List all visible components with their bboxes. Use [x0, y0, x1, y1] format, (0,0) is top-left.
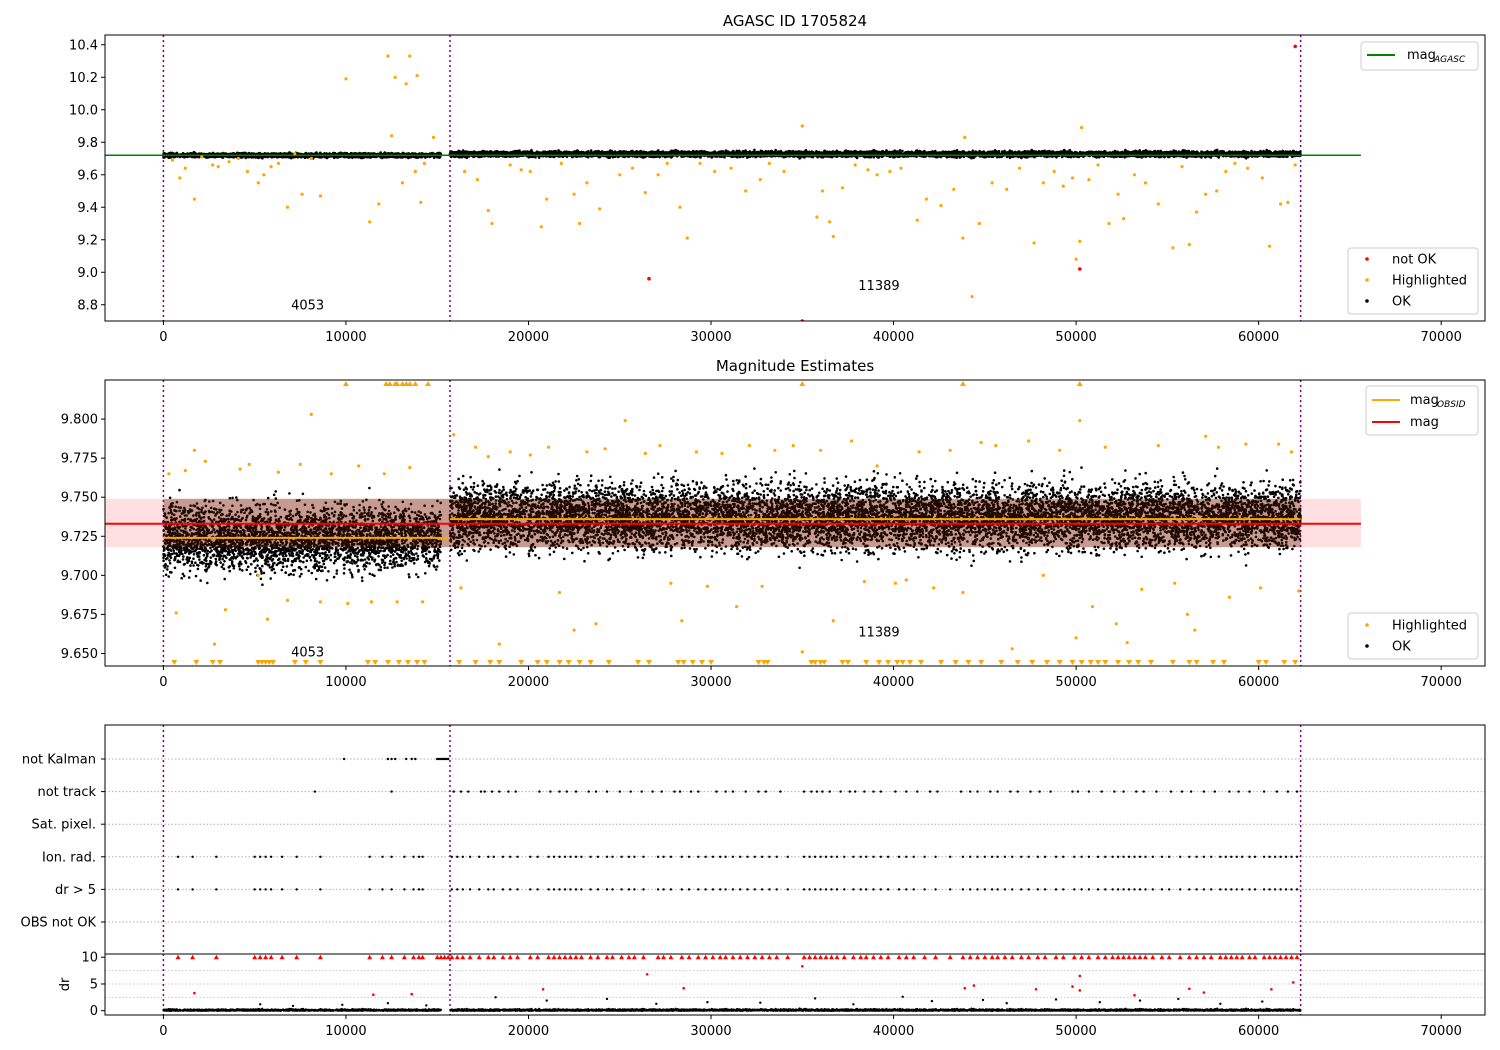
- ok-point: [1181, 149, 1185, 152]
- ok-point: [288, 151, 292, 155]
- ok-point: [971, 149, 975, 153]
- ok-point: [430, 152, 434, 155]
- ok-point: [372, 152, 376, 155]
- ok-point: [339, 151, 343, 155]
- ok-point: [346, 155, 349, 159]
- ok-point: [315, 151, 318, 154]
- ok-point: [436, 152, 440, 155]
- ok-point: [354, 155, 358, 159]
- ok-point: [212, 155, 215, 159]
- ok-point: [530, 148, 533, 152]
- ok-point: [252, 152, 256, 155]
- ok-point: [432, 156, 436, 159]
- ok-point: [255, 156, 259, 159]
- ok-point: [381, 156, 384, 160]
- ok-point: [281, 155, 284, 159]
- ok-point: [342, 155, 346, 159]
- ok-point: [211, 152, 214, 155]
- ok-point: [970, 156, 973, 160]
- ok-series: [162, 148, 1302, 160]
- ok-point: [898, 149, 902, 152]
- ok-point: [901, 149, 904, 153]
- ok-point: [318, 151, 322, 155]
- ok-point: [252, 155, 255, 159]
- ok-point: [208, 152, 211, 155]
- plot-area-agasc: [105, 35, 1361, 321]
- ok-point: [428, 152, 432, 155]
- ok-point: [236, 151, 239, 155]
- ok-point: [304, 151, 308, 155]
- ok-point: [351, 156, 354, 160]
- ok-point: [238, 151, 241, 155]
- ok-point: [289, 156, 293, 160]
